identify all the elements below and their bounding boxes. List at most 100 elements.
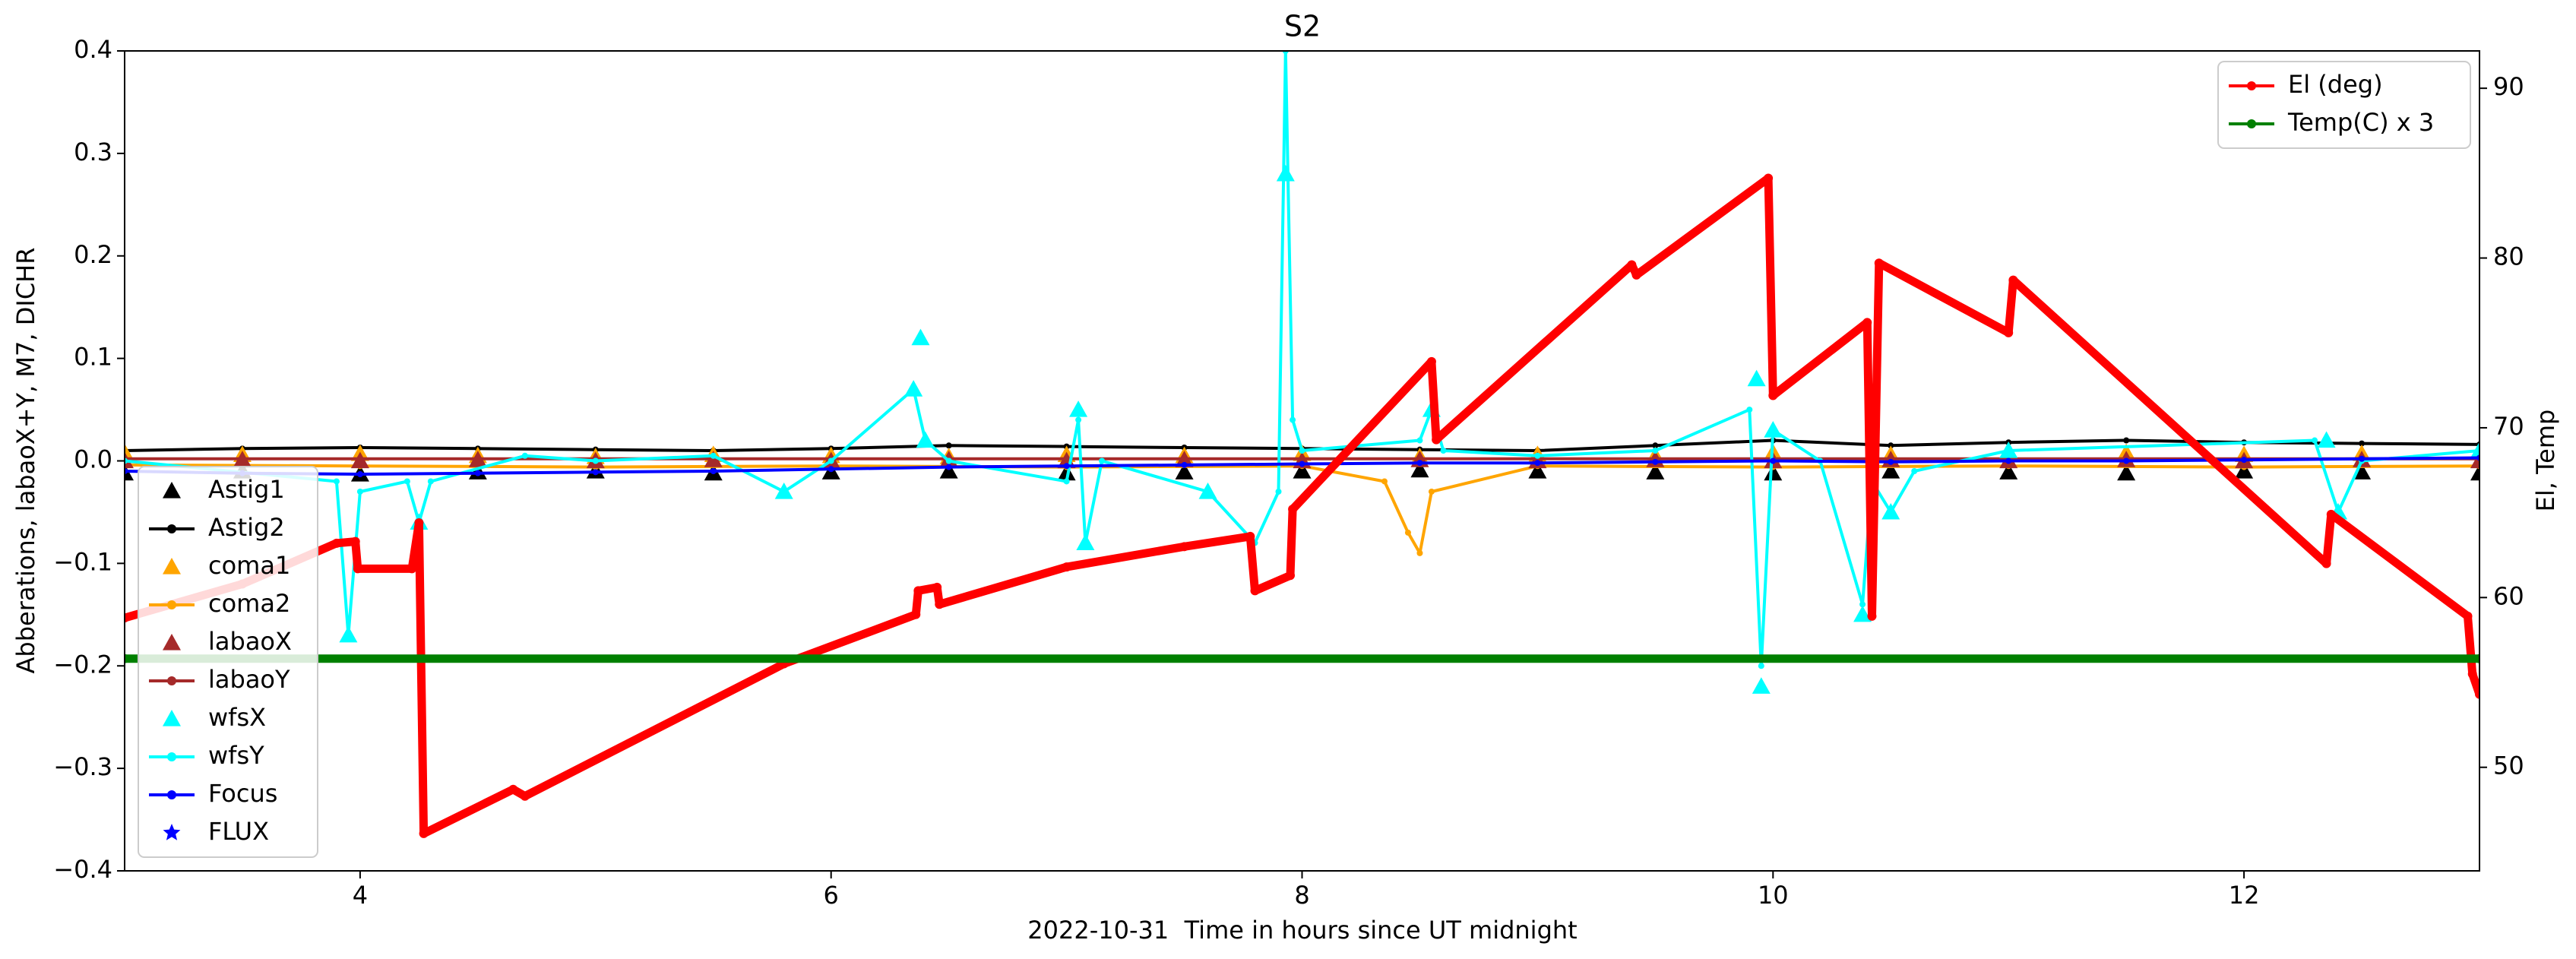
series-point: [1299, 448, 1305, 454]
series-point: [828, 457, 834, 464]
series-point: [403, 478, 410, 485]
x-tick-label: 4: [353, 881, 368, 910]
series-point: [945, 457, 952, 464]
y-tick-label: 0.1: [74, 343, 112, 372]
series-point: [1770, 457, 1777, 464]
x-tick-label: 12: [2229, 881, 2260, 910]
y2-tick-label: 50: [2493, 752, 2524, 780]
legend-label: wfsY: [208, 741, 264, 770]
series-point: [2123, 457, 2130, 464]
legend-label: FLUX: [208, 817, 269, 846]
series-point: [353, 564, 362, 574]
series-point: [1275, 488, 1282, 495]
series-point: [1911, 467, 1918, 474]
legend-marker: [167, 752, 176, 761]
series-point: [2359, 455, 2366, 462]
legend-label: coma1: [208, 551, 290, 580]
y-tick-label: −0.3: [53, 752, 112, 781]
series-point: [333, 478, 340, 485]
series-marker: [1853, 605, 1872, 622]
series-point: [350, 536, 360, 546]
series-point: [1404, 529, 1411, 536]
series-marker: [1881, 461, 1900, 479]
series-point: [1426, 356, 1436, 366]
legend-box: [138, 466, 318, 858]
series-point: [935, 600, 945, 609]
legend-marker: [163, 824, 181, 840]
series-marker: [1057, 464, 1076, 481]
series-point: [1062, 562, 1071, 572]
series-point: [331, 538, 341, 548]
series-marker: [1999, 463, 2018, 480]
legend-label: coma2: [208, 589, 290, 618]
series-marker: [2117, 464, 2136, 481]
y-tick-label: −0.4: [53, 855, 112, 884]
y-tick-label: −0.1: [53, 547, 112, 576]
series-point: [1652, 442, 1659, 449]
series-marker: [1276, 164, 1295, 182]
series-point: [1181, 461, 1188, 468]
legend-marker: [167, 600, 176, 609]
series-point: [710, 452, 717, 459]
series-point: [1652, 448, 1659, 454]
series-point: [592, 469, 599, 476]
series-point: [780, 488, 787, 495]
series-marker: [2317, 431, 2336, 448]
series-point: [2475, 689, 2479, 699]
series-point: [345, 631, 352, 638]
series-point: [1288, 505, 1298, 514]
series-point: [1181, 455, 1188, 462]
y-tick-label: 0.3: [74, 138, 112, 166]
legend-marker: [163, 558, 181, 574]
x-tick-label: 8: [1294, 881, 1309, 910]
series-point: [474, 455, 481, 462]
series-point: [1874, 258, 1884, 268]
series-marker: [1069, 400, 1088, 417]
series-point: [356, 455, 363, 462]
legend-marker: [163, 634, 181, 650]
series-point: [1179, 542, 1189, 552]
legend-label: wfsX: [208, 703, 266, 732]
series-marker: [2470, 464, 2479, 481]
series-point: [508, 784, 518, 794]
series-point: [125, 654, 129, 663]
series-point: [1534, 452, 1541, 459]
series-marker: [1747, 369, 1766, 387]
y-tick-label: 0.4: [74, 35, 112, 64]
series-point: [407, 564, 417, 574]
series-point: [1764, 173, 1774, 183]
series-marker: [2235, 461, 2254, 479]
series-point: [945, 442, 952, 449]
plot-area: [125, 51, 2479, 838]
series-point: [356, 471, 363, 478]
series-point: [2004, 328, 2014, 337]
x-tick-label: 6: [824, 881, 839, 910]
legend-label: El (deg): [2288, 70, 2383, 99]
series-marker: [1175, 463, 1194, 480]
series-point: [1290, 416, 1296, 423]
series-point: [419, 828, 429, 838]
series-point: [710, 467, 717, 474]
series-marker: [1410, 461, 1429, 478]
series-point: [1534, 460, 1541, 467]
series-marker: [911, 328, 930, 346]
series-point: [1888, 508, 1894, 515]
legend-box: [2217, 61, 2471, 149]
series-point: [1746, 407, 1753, 413]
series-point: [1416, 460, 1423, 467]
legend-marker: [167, 676, 176, 685]
y2-tick-label: 60: [2493, 581, 2524, 610]
legend-marker: [167, 790, 176, 799]
chart-title: S2: [1284, 10, 1321, 43]
series-point: [1432, 435, 1441, 445]
series-point: [1204, 488, 1211, 495]
series-marker: [939, 461, 958, 479]
series-point: [1627, 260, 1637, 270]
series-point: [1416, 549, 1423, 556]
series-point: [2321, 559, 2331, 568]
series-point: [1075, 416, 1082, 423]
legend-label: labaoX: [208, 627, 292, 656]
series-point: [1286, 571, 1296, 581]
series-point: [2008, 275, 2018, 285]
